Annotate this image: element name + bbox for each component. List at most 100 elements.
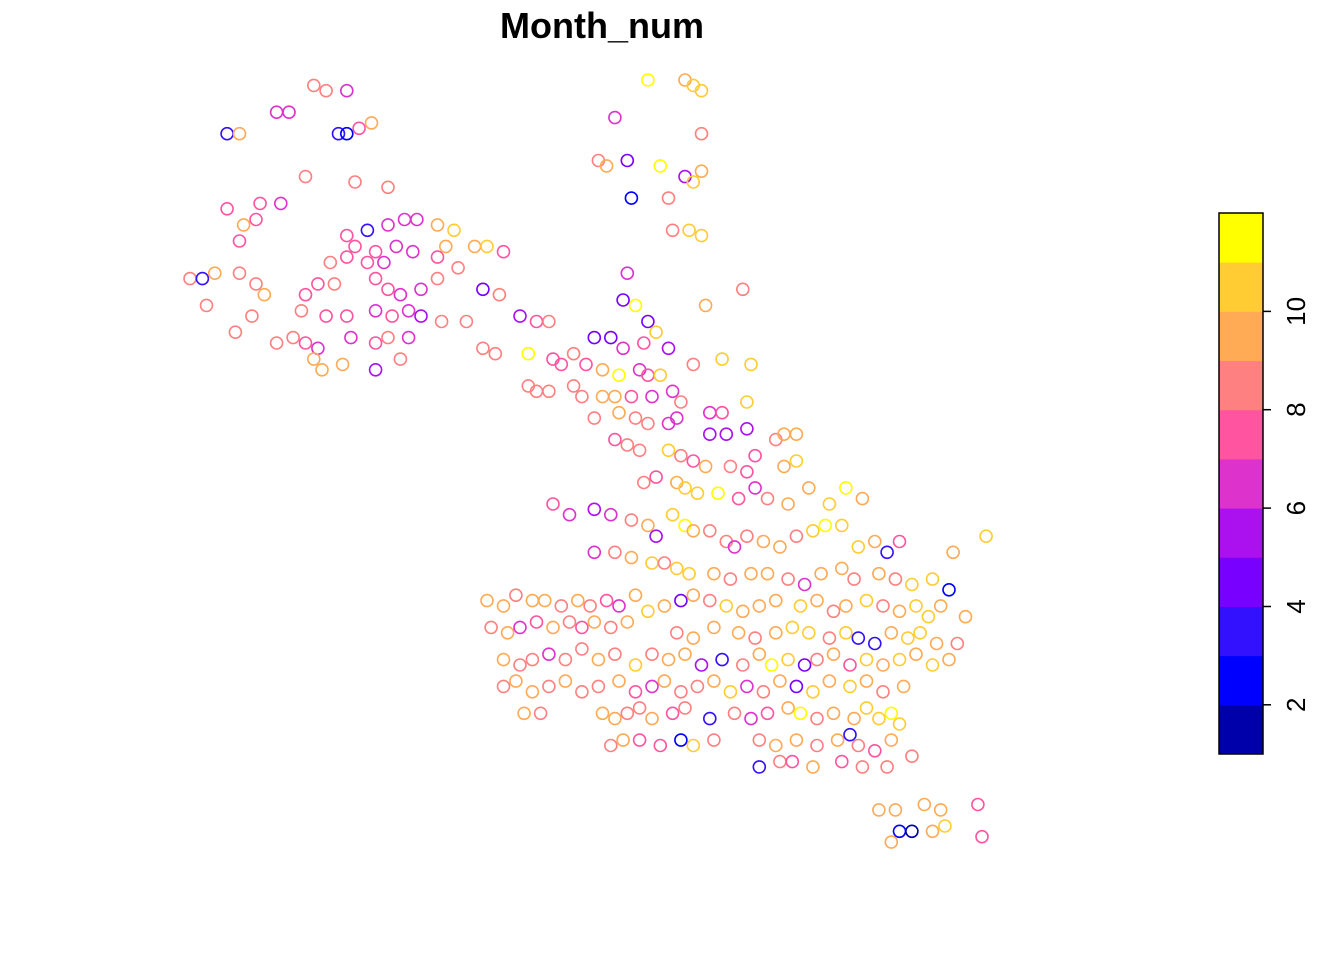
data-point [228, 325, 243, 340]
data-point [232, 266, 247, 281]
data-point [731, 625, 746, 640]
data-point [509, 674, 523, 688]
data-point [735, 282, 750, 297]
data-point [624, 550, 639, 565]
data-point [905, 749, 919, 764]
data-point [612, 405, 626, 420]
data-point [884, 706, 899, 721]
data-point [756, 684, 771, 699]
data-point [872, 803, 886, 817]
data-point [542, 384, 556, 399]
data-point [603, 507, 618, 522]
data-point [385, 309, 399, 323]
data-point [608, 545, 622, 560]
data-point [752, 647, 767, 662]
data-point [257, 287, 272, 302]
data-point [645, 711, 659, 726]
data-point [480, 593, 494, 608]
data-point [249, 212, 263, 227]
data-point [830, 733, 845, 747]
data-point [298, 169, 313, 184]
data-point [348, 175, 362, 189]
data-point [377, 255, 391, 270]
data-point [319, 83, 333, 98]
colorbar-band [1219, 458, 1263, 509]
data-point [674, 395, 688, 409]
data-point [620, 706, 635, 721]
data-point [608, 389, 622, 404]
data-point [686, 454, 701, 468]
data-point [636, 475, 651, 490]
data-point [797, 658, 812, 672]
data-point [843, 679, 857, 694]
data-point [867, 636, 882, 651]
data-point [488, 346, 503, 361]
data-point [773, 540, 787, 554]
data-point [880, 760, 894, 774]
data-point [628, 588, 643, 603]
data-point [653, 159, 668, 173]
data-point [587, 615, 602, 629]
data-point [781, 497, 795, 511]
colorbar-tick-label: 6 [1281, 501, 1311, 515]
data-point [542, 679, 556, 694]
data-point [942, 582, 956, 597]
data-point [583, 599, 597, 613]
data-point [653, 738, 668, 753]
data-point [789, 529, 804, 544]
data-point [282, 105, 296, 119]
data-point [740, 395, 754, 409]
data-point [859, 652, 874, 667]
data-point [331, 126, 346, 141]
data-point [566, 379, 581, 393]
data-point [414, 309, 428, 323]
data-point [434, 314, 449, 329]
colorbar-legend: 2 4 6 8 10 [1218, 212, 1311, 755]
data-point [558, 652, 573, 667]
data-point [921, 609, 936, 624]
data-point [591, 679, 606, 694]
data-point [360, 255, 375, 270]
data-point [777, 459, 791, 474]
data-point [773, 674, 787, 688]
data-point [381, 282, 395, 297]
data-point [665, 223, 680, 238]
data-point [690, 679, 705, 694]
data-point [587, 545, 602, 560]
data-point [834, 518, 849, 533]
data-point [335, 357, 350, 372]
data-point [401, 303, 416, 318]
data-point [735, 658, 750, 672]
data-point [843, 658, 857, 672]
data-point [220, 126, 234, 141]
data-point [905, 577, 919, 592]
data-point [599, 159, 614, 173]
data-point [702, 427, 717, 442]
data-point [381, 330, 395, 345]
data-point [624, 513, 639, 527]
data-point [793, 599, 808, 613]
data-point [575, 642, 589, 656]
data-point [480, 239, 494, 254]
data-point [575, 620, 589, 635]
data-point [286, 330, 300, 345]
data-point [892, 534, 907, 549]
data-point [616, 733, 630, 747]
data-point [381, 180, 395, 195]
data-point [603, 738, 618, 753]
data-point [645, 556, 659, 570]
data-point [740, 679, 754, 694]
data-point [839, 481, 853, 495]
data-point [451, 260, 465, 275]
data-point [653, 368, 668, 383]
data-point [537, 593, 552, 608]
data-point [661, 341, 676, 356]
colorbar-bands [1219, 213, 1263, 755]
data-point [694, 126, 709, 141]
data-point [632, 443, 647, 458]
data-point [847, 711, 861, 726]
colorbar-tick-label: 4 [1281, 599, 1311, 613]
data-point [781, 572, 795, 586]
data-point [839, 599, 853, 613]
colorbar-tick-label: 2 [1281, 698, 1311, 712]
